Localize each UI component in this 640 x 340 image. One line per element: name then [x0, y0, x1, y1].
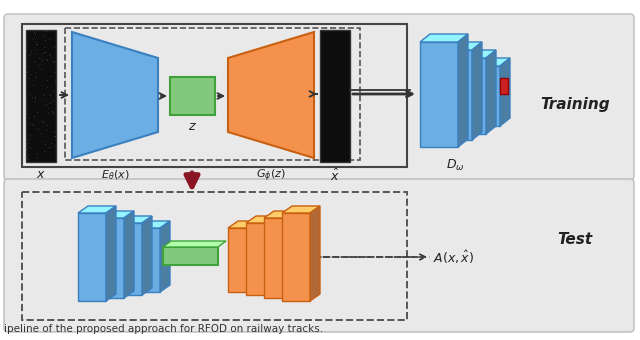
- Polygon shape: [264, 218, 292, 298]
- Polygon shape: [420, 42, 458, 147]
- Polygon shape: [458, 34, 468, 147]
- FancyBboxPatch shape: [4, 14, 634, 180]
- Text: Training: Training: [540, 98, 610, 113]
- Polygon shape: [486, 50, 496, 134]
- Bar: [170, 77, 215, 115]
- Polygon shape: [163, 241, 226, 247]
- Polygon shape: [72, 32, 158, 158]
- Polygon shape: [440, 42, 482, 50]
- Polygon shape: [460, 58, 486, 134]
- Polygon shape: [460, 50, 496, 58]
- Polygon shape: [282, 206, 320, 213]
- Polygon shape: [114, 223, 142, 295]
- Polygon shape: [96, 211, 134, 218]
- Text: $A(x,\hat{x})$: $A(x,\hat{x})$: [433, 249, 474, 266]
- Polygon shape: [282, 213, 310, 301]
- Polygon shape: [256, 221, 266, 292]
- Polygon shape: [142, 216, 152, 295]
- Text: $x$: $x$: [36, 168, 46, 181]
- Polygon shape: [132, 221, 170, 228]
- Bar: [320, 30, 350, 162]
- Polygon shape: [480, 58, 510, 66]
- Text: $z$: $z$: [188, 120, 197, 133]
- Polygon shape: [124, 211, 134, 298]
- Polygon shape: [246, 216, 284, 223]
- Polygon shape: [500, 58, 510, 126]
- Polygon shape: [160, 221, 170, 292]
- Polygon shape: [132, 228, 160, 292]
- Polygon shape: [440, 50, 472, 140]
- Polygon shape: [228, 32, 314, 158]
- Polygon shape: [310, 206, 320, 301]
- Text: $E_{\theta}(x)$: $E_{\theta}(x)$: [100, 168, 129, 182]
- Polygon shape: [472, 42, 482, 140]
- Polygon shape: [106, 206, 116, 301]
- Text: $G_{\phi}(z)$: $G_{\phi}(z)$: [256, 168, 286, 184]
- Polygon shape: [292, 211, 302, 298]
- Bar: [65, 28, 360, 160]
- Polygon shape: [246, 223, 274, 295]
- Text: Test: Test: [557, 233, 593, 248]
- Text: $\hat{x}$: $\hat{x}$: [330, 168, 340, 184]
- Bar: [500, 78, 508, 94]
- Bar: [22, 24, 407, 167]
- Polygon shape: [274, 216, 284, 295]
- Polygon shape: [78, 206, 116, 213]
- Polygon shape: [228, 221, 266, 228]
- Bar: [26, 30, 56, 162]
- Polygon shape: [78, 213, 106, 301]
- Polygon shape: [96, 218, 124, 298]
- Polygon shape: [264, 211, 302, 218]
- FancyBboxPatch shape: [4, 179, 634, 332]
- Polygon shape: [420, 34, 468, 42]
- Text: $D_{\omega}$: $D_{\omega}$: [445, 158, 464, 173]
- Bar: [22, 192, 407, 320]
- Polygon shape: [228, 228, 256, 292]
- Polygon shape: [480, 66, 500, 126]
- Polygon shape: [114, 216, 152, 223]
- Text: ipeline of the proposed approach for RFOD on railway tracks.: ipeline of the proposed approach for RFO…: [4, 324, 323, 334]
- Bar: [163, 247, 218, 265]
